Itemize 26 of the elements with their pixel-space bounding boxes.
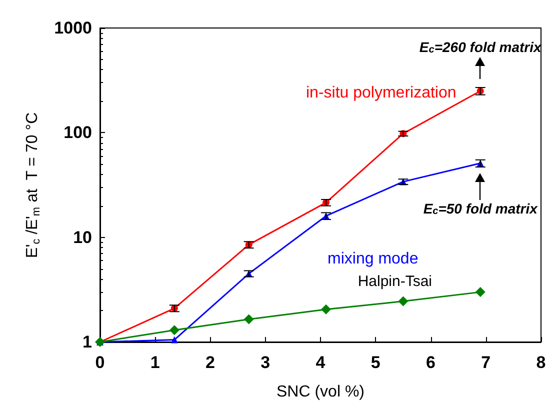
annotation: Ec=50 fold matrix [423, 200, 539, 217]
series-label: Halpin-Tsai [358, 272, 432, 290]
x-tick-label: 0 [95, 353, 105, 372]
x-tick-label: 5 [370, 353, 380, 372]
x-tick-label: 7 [481, 353, 491, 372]
point [321, 304, 332, 314]
x-tick-label: 1 [150, 353, 160, 372]
series-label: mixing mode [328, 250, 418, 268]
x-tick-label: 8 [536, 353, 546, 372]
annotation: Ec=260 fold matrix [419, 39, 543, 56]
y-tick-label: 100 [64, 123, 92, 142]
point [244, 314, 254, 324]
series-label: in-situ polymerization [306, 84, 456, 102]
y-tick-label: 1 [82, 332, 92, 352]
y-tick-label: 10 [73, 228, 92, 247]
point [169, 325, 180, 336]
point [398, 296, 408, 306]
x-tick-label: 3 [260, 353, 270, 372]
x-tick-label: 4 [316, 353, 326, 372]
y-axis-title: E'c /E'm at T = 70 °C [24, 112, 42, 258]
x-axis-title: SNC (vol %) [276, 384, 365, 400]
y-tick-label: 1000 [54, 18, 92, 38]
x-tick-label: 2 [206, 353, 215, 372]
point [170, 336, 178, 344]
x-tick-label: 6 [426, 353, 436, 372]
point [475, 287, 486, 298]
